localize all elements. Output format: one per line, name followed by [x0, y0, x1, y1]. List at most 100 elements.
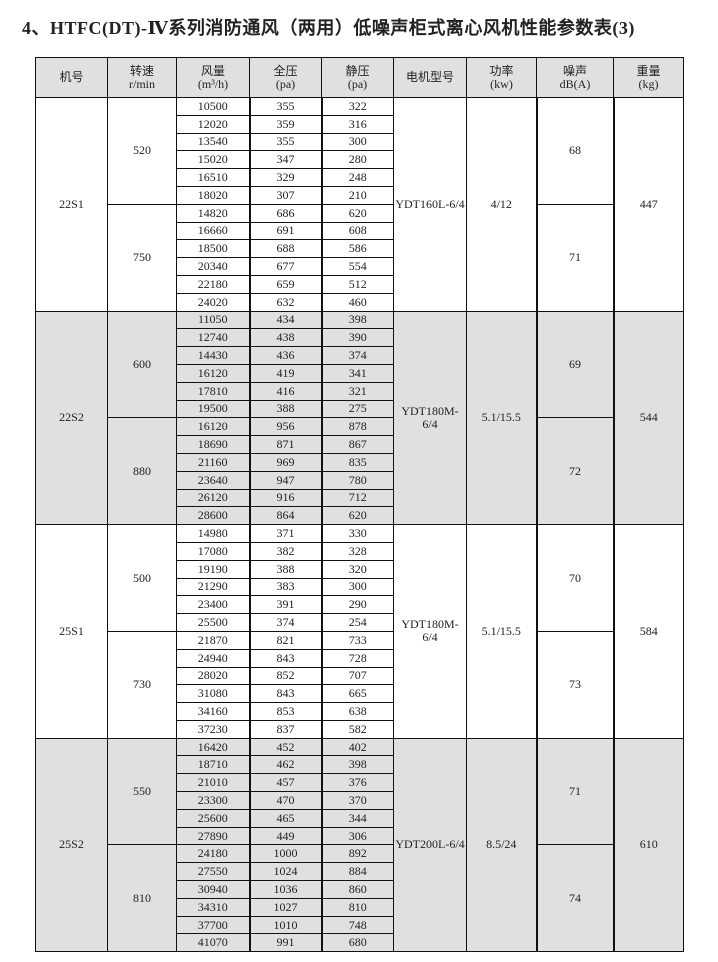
motor-cell: YDT180M-6/4	[393, 524, 467, 739]
airflow-cell: 14980	[176, 524, 250, 543]
header-unit: r/min	[129, 76, 155, 91]
speed-cell: 810	[107, 844, 177, 953]
airflow-cell: 12740	[176, 328, 250, 348]
speed-cell: 550	[107, 737, 177, 846]
total-pressure-cell: 388	[248, 559, 323, 579]
total-pressure-cell: 1036	[248, 880, 323, 899]
table-row: 16660 691 608	[36, 221, 684, 241]
static-pressure-cell: 341	[321, 363, 394, 383]
column-header: 重量 (kg)	[613, 57, 684, 98]
static-pressure-cell: 608	[321, 221, 394, 241]
table-row: 12740 438 390	[36, 328, 684, 348]
airflow-cell: 30940	[176, 880, 250, 899]
static-pressure-cell: 306	[321, 826, 394, 846]
header-label: 全压	[273, 63, 298, 78]
airflow-cell: 22180	[176, 274, 250, 294]
power-cell: 5.1/15.5	[466, 310, 537, 526]
speed-cell: 730	[107, 630, 177, 739]
airflow-cell: 14820	[176, 203, 250, 223]
airflow-cell: 16660	[176, 221, 250, 241]
airflow-cell: 21160	[176, 452, 250, 472]
model-cell: 22S1	[35, 97, 108, 312]
airflow-cell: 28020	[176, 666, 250, 686]
static-pressure-cell: 892	[321, 844, 394, 864]
airflow-cell: 27550	[176, 862, 250, 882]
total-pressure-cell: 916	[248, 488, 323, 508]
airflow-cell: 34160	[176, 702, 250, 721]
motor-cell: YDT200L-6/4	[393, 737, 467, 953]
airflow-cell: 21010	[176, 773, 250, 793]
static-pressure-cell: 374	[321, 346, 394, 365]
airflow-cell: 21870	[176, 630, 250, 650]
table-row: 21290 383 300	[36, 577, 684, 597]
airflow-cell: 31080	[176, 684, 250, 704]
airflow-cell: 16120	[176, 363, 250, 383]
airflow-cell: 20340	[176, 257, 250, 276]
airflow-cell: 16120	[176, 417, 250, 437]
total-pressure-cell: 871	[248, 435, 323, 454]
static-pressure-cell: 254	[321, 613, 394, 632]
table-row: 880 16120 956 878 72	[36, 417, 684, 526]
total-pressure-cell: 659	[248, 274, 323, 294]
static-pressure-cell: 582	[321, 719, 394, 739]
total-pressure-cell: 462	[248, 755, 323, 775]
table-row: 750 14820 686 620 71	[36, 203, 684, 312]
table-row: 34310 1027 810	[36, 897, 684, 917]
header-label: 风量	[200, 63, 225, 78]
airflow-cell: 23400	[176, 595, 250, 615]
airflow-cell: 37230	[176, 719, 250, 739]
static-pressure-cell: 680	[321, 933, 394, 953]
total-pressure-cell: 382	[248, 541, 323, 561]
total-pressure-cell: 383	[248, 577, 323, 597]
static-pressure-cell: 328	[321, 541, 394, 561]
airflow-cell: 28600	[176, 506, 250, 526]
noise-cell: 73	[535, 630, 615, 739]
airflow-cell: 25600	[176, 808, 250, 828]
airflow-cell: 16510	[176, 168, 250, 187]
table-row: 19500 388 275	[36, 399, 684, 419]
column-header: 噪声 dB(A)	[536, 57, 614, 98]
static-pressure-cell: 712	[321, 488, 394, 508]
total-pressure-cell: 438	[248, 328, 323, 348]
total-pressure-cell: 457	[248, 773, 323, 793]
static-pressure-cell: 300	[321, 577, 394, 597]
table-row: 26120 916 712	[36, 488, 684, 508]
table-row: 25S2 550 16420 452 402 YDT200L-6/4 8.5/24 71 610	[35, 737, 684, 953]
static-pressure-cell: 810	[321, 897, 394, 917]
table-row: 37230 837 582	[36, 719, 684, 739]
table-row: 22S1 520 10500 355 322 YDT160L-6/4 4/12 68 447	[35, 97, 684, 312]
static-pressure-cell: 733	[321, 630, 394, 650]
model-cell: 25S1	[35, 524, 108, 739]
header-unit: (kg)	[638, 76, 659, 91]
airflow-cell: 23640	[176, 470, 250, 490]
column-header: 静压 (pa)	[321, 57, 394, 98]
airflow-cell: 13540	[176, 132, 250, 152]
weight-cell: 610	[613, 737, 684, 953]
table-row: 31080 843 665	[36, 684, 684, 704]
noise-cell: 74	[535, 844, 615, 953]
power-cell: 8.5/24	[466, 737, 537, 953]
airflow-cell: 16420	[176, 737, 250, 757]
total-pressure-cell: 837	[248, 719, 323, 739]
total-pressure-cell: 852	[248, 666, 323, 686]
total-pressure-cell: 449	[248, 826, 323, 846]
speed-cell: 600	[107, 310, 177, 419]
total-pressure-cell: 969	[248, 452, 323, 472]
static-pressure-cell: 322	[321, 97, 394, 116]
table-row: 20340 677 554	[36, 257, 684, 276]
airflow-cell: 19500	[176, 399, 250, 419]
static-pressure-cell: 390	[321, 328, 394, 348]
table-row: 21160 969 835	[36, 452, 684, 472]
total-pressure-cell: 359	[248, 114, 323, 134]
table-row: 22S2 600 11050 434 398 YDT180M-6/4 5.1/15.5 69 5…	[35, 310, 684, 526]
header-row: 机号 转速 r/min 风量 (m³/h) 全压 (pa) 静压 (pa) 电机型号 功率 (kw) 噪…	[35, 57, 684, 98]
table-row: 16120 419 341	[36, 363, 684, 383]
airflow-cell: 17810	[176, 381, 250, 401]
airflow-cell: 18710	[176, 755, 250, 775]
table-row: 25S1 500 14980 371 330 YDT180M-6/4 5.1/15.5 70 5…	[35, 524, 684, 739]
total-pressure-cell: 843	[248, 648, 323, 668]
weight-cell: 447	[613, 97, 684, 312]
header-label: 电机型号	[405, 70, 454, 84]
static-pressure-cell: 248	[321, 168, 394, 187]
header-unit: (kw)	[490, 76, 513, 91]
